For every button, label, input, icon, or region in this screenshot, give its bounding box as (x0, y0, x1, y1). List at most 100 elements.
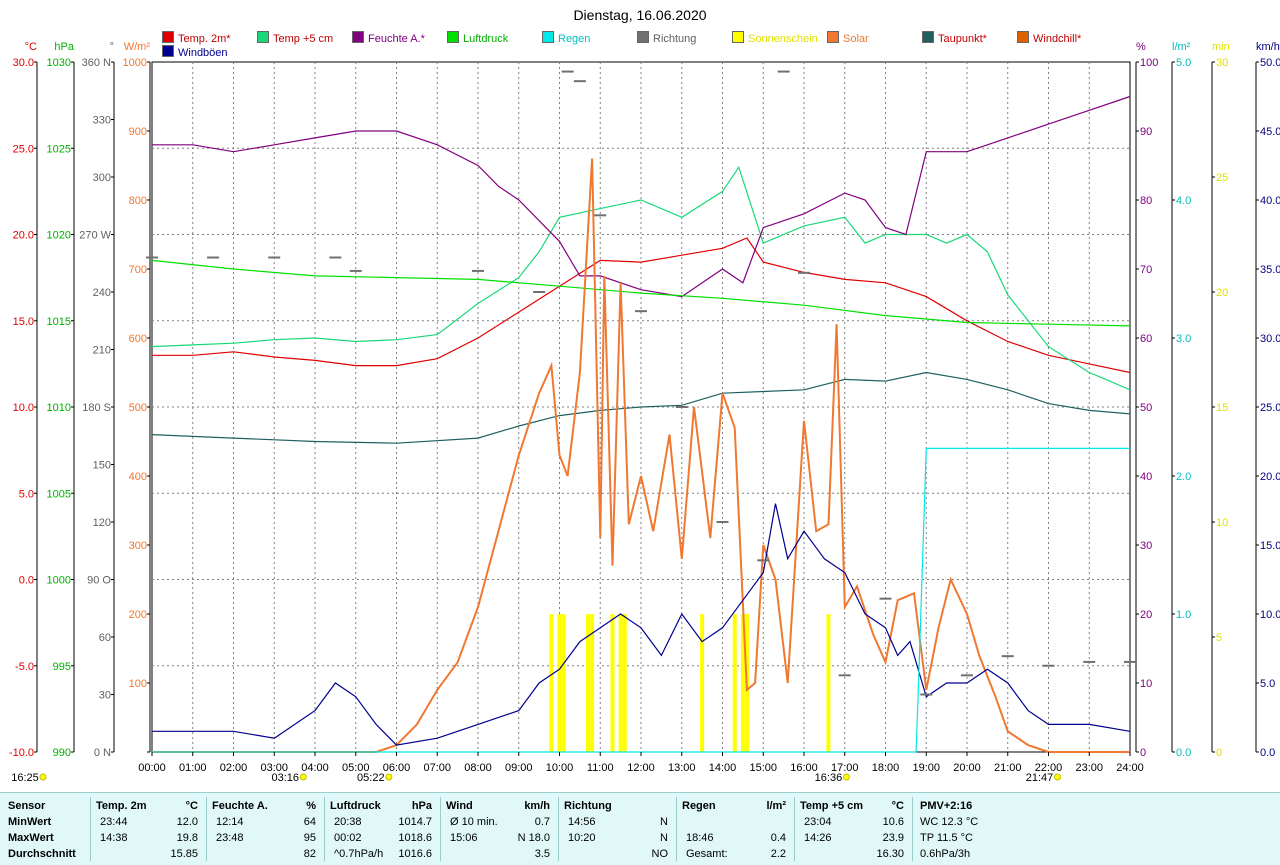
summary-col-pmv: PMV+2:16 WC 12.3 °C TP 11.5 °C 0.6hPa/3h (912, 793, 1042, 865)
legend-swatch (922, 31, 934, 43)
axis-tick-label: 70 (1140, 264, 1152, 276)
x-tick-label: 19:00 (912, 762, 940, 774)
legend-label: Feuchte A.* (368, 33, 425, 45)
axis-unit: min (1212, 41, 1230, 53)
summary-time: 23:04 (804, 816, 832, 828)
summary-separator (440, 797, 441, 861)
summary-value: 1016.6 (398, 848, 432, 860)
summary-unit: °C (891, 800, 904, 812)
legend-item: Temp. 2m* (162, 31, 231, 45)
axis-tick-label: 1005 (47, 488, 71, 500)
time-marker: 05:22 (357, 772, 385, 784)
axis-unit: % (1136, 41, 1146, 53)
axis-tick-label: 90 (1140, 126, 1152, 138)
summary-time: 10:20 (568, 832, 596, 844)
summary-value: TP 11.5 °C (920, 832, 973, 844)
summary-separator (206, 797, 207, 861)
direction-mark (349, 269, 362, 272)
axis-tick-label: 2.0 (1176, 471, 1191, 483)
series-temp-2m- (152, 237, 1131, 374)
direction-mark (472, 269, 484, 272)
summary-header: Wind (446, 800, 473, 812)
direction-mark (798, 271, 810, 274)
axis-tick-label: 200 (129, 609, 147, 621)
axis-tick-label: 210 (93, 345, 111, 357)
x-tick-label: 00:00 (138, 762, 166, 774)
legend-label: Windchill* (1033, 33, 1082, 45)
series-solar (152, 158, 1130, 753)
axis-tick-label: 45.0 (1260, 126, 1280, 138)
legend-item: Windböen (162, 45, 228, 59)
direction-mark (329, 256, 342, 259)
axis-unit: W/m² (124, 41, 151, 53)
summary-value: 82 (303, 848, 316, 860)
axis-tick-label: 30.0 (13, 57, 34, 69)
summary-separator (558, 797, 559, 861)
summary-time: 14:26 (804, 832, 832, 844)
summary-unit: l/m² (766, 800, 786, 812)
summary-row-label: Durchschnitt (8, 848, 76, 860)
axis-unit: km/h (1256, 41, 1280, 53)
axis-tick-label: 50 (1140, 402, 1152, 414)
direction-mark (573, 80, 586, 83)
axis-tick-label: 300 (93, 172, 111, 184)
axis-tick-label: 240 (93, 287, 111, 299)
axis-tick-label: 0.0 (19, 575, 34, 587)
legend-item: Windchill* (1017, 31, 1081, 45)
axis-tick-label: 1010 (47, 402, 71, 414)
sun-marker-icon (1054, 773, 1062, 781)
axis-tick-label: 50.0 (1260, 57, 1280, 69)
legend-swatch (447, 31, 459, 43)
legend-swatch (542, 31, 554, 43)
legend-item: Sonnenschein (732, 31, 818, 45)
axis-tick-label: 20.0 (1260, 471, 1280, 483)
axis-tick-label: 1000 (47, 575, 71, 587)
summary-col-wind: Wind km/h Ø 10 min. 0.7 15:06 N 18.0 3.5 (440, 793, 558, 865)
time-marker: 16:25 (11, 772, 39, 784)
summary-separator (912, 797, 913, 861)
series-windb-en (152, 503, 1131, 746)
direction-mark (920, 693, 933, 696)
summary-table: Sensor MinWert MaxWert Durchschnitt Temp. 2m… (0, 792, 1280, 865)
axis-tick-label: 80 (1140, 195, 1152, 207)
legend-swatch (732, 31, 744, 43)
axis-tick-label: 10.0 (13, 402, 34, 414)
axis-tick-label: 40 (1140, 471, 1152, 483)
axis-tick-label: 30 (1216, 57, 1228, 69)
x-tick-label: 06:00 (383, 762, 411, 774)
axis-tick-label: 0.0 (1260, 747, 1275, 759)
series-luftdruck (151, 259, 1131, 327)
summary-header: Feuchte A. (212, 800, 268, 812)
summary-separator (676, 797, 677, 861)
legend-item: Taupunkt* (922, 31, 987, 45)
axis-tick-label: 3.0 (1176, 333, 1191, 345)
direction-mark (1001, 655, 1014, 658)
summary-time: 00:02 (334, 832, 362, 844)
legend-label: Regen (558, 33, 591, 45)
summary-header: Sensor (8, 800, 46, 812)
x-tick-label: 11:00 (587, 762, 614, 774)
summary-time: 14:38 (100, 832, 128, 844)
summary-separator (90, 797, 91, 861)
direction-mark (838, 674, 851, 677)
axis-tick-label: 60 (1140, 333, 1152, 345)
axis-unit: l/m² (1172, 41, 1191, 53)
legend-swatch (162, 45, 174, 57)
summary-col-temp5: Temp +5 cm °C 23:04 10.6 14:26 23.9 16.30 (794, 793, 912, 865)
direction-mark (675, 406, 688, 408)
legend-item: Regen (542, 31, 590, 45)
sun-marker-icon (842, 773, 850, 781)
direction-mark (146, 256, 158, 259)
axis-tick-label: 10 (1140, 678, 1152, 690)
x-tick-label: 20:00 (953, 762, 981, 774)
summary-time: Gesamt: (686, 848, 728, 860)
legend-swatch (1017, 31, 1029, 43)
x-tick-label: 03:00 (260, 762, 288, 774)
x-tick-label: 07:00 (423, 762, 451, 774)
sunshine-bar (618, 614, 623, 752)
axis-tick-label: 5 (1216, 632, 1222, 644)
x-tick-label: 16:00 (790, 762, 818, 774)
axis-tick-label: 1020 (47, 230, 71, 242)
axis-tick-label: 500 (129, 402, 147, 414)
axis-tick-label: 1000 (123, 57, 147, 69)
